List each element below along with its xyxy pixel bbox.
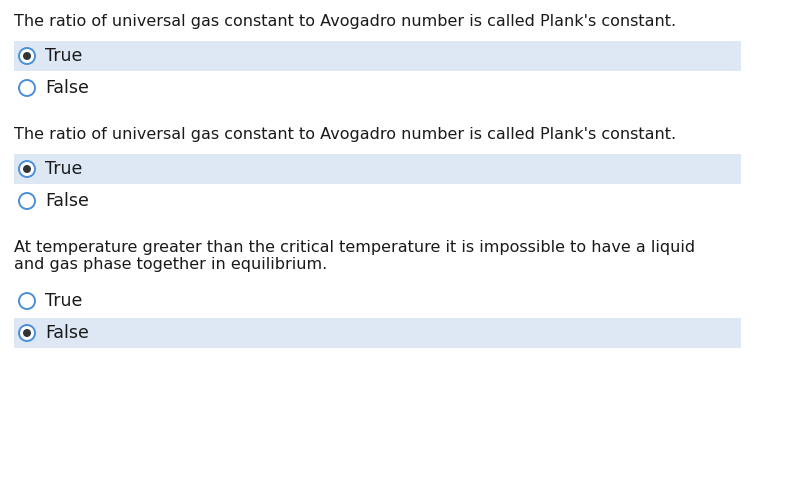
Text: The ratio of universal gas constant to Avogadro number is called Plank's constan: The ratio of universal gas constant to A…	[14, 14, 676, 29]
Text: True: True	[45, 292, 82, 310]
Circle shape	[23, 165, 31, 173]
FancyBboxPatch shape	[14, 41, 741, 71]
Circle shape	[19, 48, 35, 64]
Text: False: False	[45, 79, 89, 97]
Circle shape	[19, 161, 35, 177]
Text: False: False	[45, 324, 89, 342]
FancyBboxPatch shape	[14, 318, 741, 348]
Text: The ratio of universal gas constant to Avogadro number is called Plank's constan: The ratio of universal gas constant to A…	[14, 127, 676, 142]
Circle shape	[19, 193, 35, 209]
Circle shape	[19, 293, 35, 309]
Circle shape	[23, 52, 31, 60]
Circle shape	[23, 329, 31, 337]
Circle shape	[19, 325, 35, 341]
Text: True: True	[45, 47, 82, 65]
Text: At temperature greater than the critical temperature it is impossible to have a : At temperature greater than the critical…	[14, 240, 695, 272]
Circle shape	[19, 80, 35, 96]
Text: True: True	[45, 160, 82, 178]
FancyBboxPatch shape	[14, 154, 741, 184]
Text: False: False	[45, 192, 89, 210]
